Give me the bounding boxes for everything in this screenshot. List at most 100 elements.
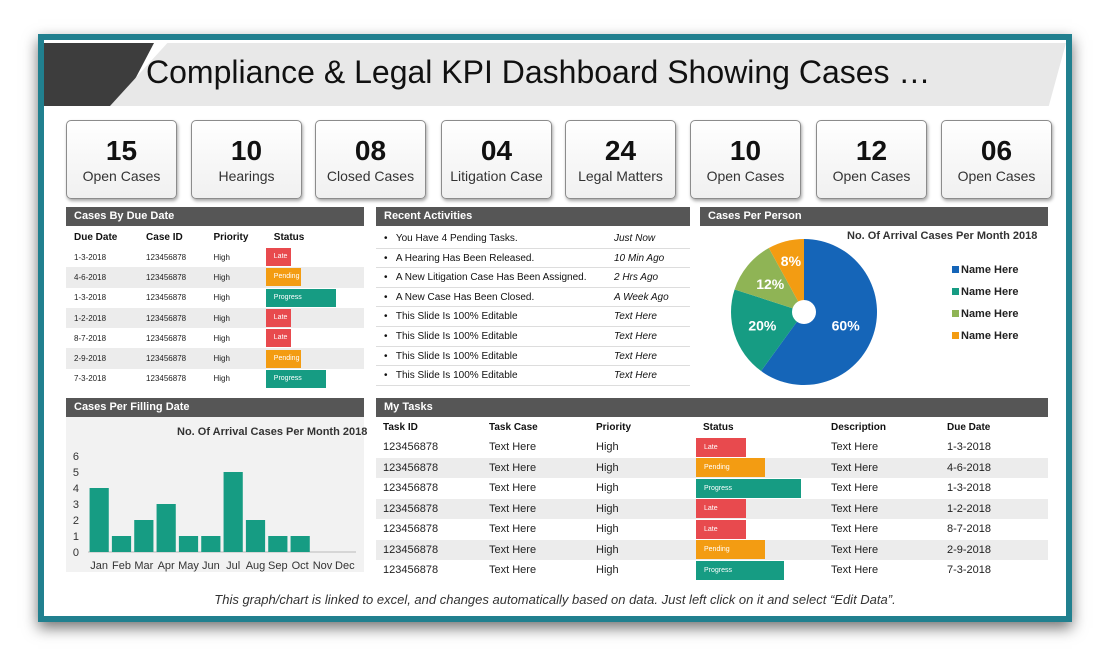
bar[interactable] <box>201 536 221 552</box>
status-cell: Late <box>696 498 824 519</box>
description-cell: Text Here <box>831 441 879 454</box>
due-date-cell: 4-6-2018 <box>66 267 139 288</box>
bar[interactable] <box>245 520 266 552</box>
list-item[interactable]: • This Slide Is 100% Editable Text Here <box>376 307 690 327</box>
kpi-card[interactable]: 10 Open Cases <box>690 120 801 199</box>
pie-slice[interactable] <box>761 239 877 385</box>
pie-slice-label: 60% <box>832 318 861 334</box>
activity-time: Text Here <box>614 370 657 382</box>
kpi-card[interactable]: 24 Legal Matters <box>565 120 676 199</box>
kpi-card[interactable]: 15 Open Cases <box>66 120 177 199</box>
kpi-label: Hearings <box>218 168 275 184</box>
pie-slice[interactable] <box>734 248 804 312</box>
priority-cell: High <box>205 348 266 369</box>
list-item[interactable]: • This Slide Is 100% Editable Text Here <box>376 347 690 367</box>
bar[interactable] <box>89 488 109 552</box>
status-cell: Pending <box>265 348 364 369</box>
legend-swatch <box>952 288 959 295</box>
description-cell: Text Here <box>831 482 879 495</box>
pie-chart-title: No. Of Arrival Cases Per Month 2018 <box>847 230 1038 242</box>
table-row[interactable]: 123456878 Text Here High Late Text Here 1-3-2… <box>376 437 1048 458</box>
table-row[interactable]: 8-7-2018 123456878 High Late <box>66 328 364 348</box>
activity-time: Text Here <box>614 311 657 323</box>
column-header: Status <box>273 231 305 243</box>
table-row[interactable]: 7-3-2018 123456878 High Progress <box>66 369 364 389</box>
pie-slice-label: 12% <box>756 276 785 292</box>
list-item[interactable]: • A Hearing Has Been Released. 10 Min Ago <box>376 249 690 269</box>
x-tick-label: Oct <box>292 560 309 572</box>
status-badge: Late <box>696 519 746 539</box>
list-item[interactable]: • You Have 4 Pending Tasks. Just Now <box>376 229 690 249</box>
x-tick-label: Aug <box>246 560 266 572</box>
activities-list: • You Have 4 Pending Tasks. Just Now • A H… <box>376 229 690 386</box>
tasks-table: Task ID Task Case Priority Status Descriptio… <box>376 417 1048 581</box>
status-badge: Late <box>696 437 746 457</box>
priority-cell: High <box>596 441 619 454</box>
legend-entry: Name Here <box>952 308 1018 320</box>
kpi-label: Legal Matters <box>578 168 663 184</box>
list-item[interactable]: • This Slide Is 100% Editable Text Here <box>376 366 690 386</box>
y-tick-label: 6 <box>73 451 79 463</box>
activity-time: A Week Ago <box>614 291 669 303</box>
x-tick-label: Dec <box>335 560 355 572</box>
task-id-cell: 123456878 <box>376 539 482 560</box>
bar[interactable] <box>178 536 199 552</box>
column-header: Task ID <box>383 421 418 433</box>
pie-slice[interactable] <box>731 289 804 372</box>
table-row[interactable]: 123456878 Text Here High Progress Text Here 7… <box>376 560 1048 581</box>
table-row[interactable]: 123456878 Text Here High Late Text Here 8-7-2… <box>376 519 1048 540</box>
bar[interactable] <box>223 472 243 552</box>
status-cell: Late <box>696 519 824 540</box>
case-id-cell: 123456878 <box>138 307 206 329</box>
x-tick-label: Jul <box>226 560 240 572</box>
case-id-cell: 123456878 <box>138 267 206 288</box>
kpi-label: Open Cases <box>706 168 785 184</box>
kpi-card[interactable]: 08 Closed Cases <box>315 120 426 199</box>
task-case-cell: Text Here <box>482 498 589 519</box>
pie-chart[interactable]: 60% 20% 12% 8% <box>724 232 884 392</box>
activity-text: • This Slide Is 100% Editable <box>384 350 518 362</box>
table-row[interactable]: 123456878 Text Here High Pending Text Here 2-… <box>376 539 1048 560</box>
task-id-cell: 123456878 <box>376 457 482 478</box>
legend-label: Name Here <box>961 264 1019 276</box>
table-row[interactable]: 4-6-2018 123456878 High Pending <box>66 267 364 288</box>
due-date-cell: 1-3-2018 <box>74 293 107 303</box>
status-badge: Progress <box>696 560 784 580</box>
dashboard-slide: Compliance & Legal KPI Dashboard Showing… <box>44 40 1066 616</box>
table-row[interactable]: 1-3-2018 123456878 High Late <box>66 247 364 267</box>
case-id-cell: 123456878 <box>146 252 187 262</box>
my-tasks-header: My Tasks <box>376 398 1048 417</box>
kpi-card[interactable]: 10 Hearings <box>191 120 302 199</box>
description-cell: Text Here <box>824 457 940 478</box>
case-id-cell: 123456878 <box>146 333 187 343</box>
column-header: Due Date <box>947 421 991 433</box>
kpi-label: Litigation Case <box>450 168 543 184</box>
table-row[interactable]: 123456878 Text Here High Progress Text Here 1… <box>376 478 1048 499</box>
table-row[interactable]: 123456878 Text Here High Late Text Here 1-2-2… <box>376 498 1048 519</box>
bar[interactable] <box>268 536 288 552</box>
bar[interactable] <box>290 536 310 552</box>
list-item[interactable]: • A New Case Has Been Closed. A Week Ago <box>376 288 690 308</box>
column-header: Case ID <box>146 231 183 243</box>
status-cell: Pending <box>696 539 824 560</box>
due-date-cell: 1-2-2018 <box>940 498 1048 519</box>
list-item[interactable]: • This Slide Is 100% Editable Text Here <box>376 327 690 347</box>
kpi-card[interactable]: 04 Litigation Case <box>441 120 552 199</box>
task-id-cell: 123456878 <box>383 482 439 495</box>
status-cell: Late <box>265 328 364 348</box>
bar[interactable] <box>111 536 132 552</box>
bar[interactable] <box>156 504 176 552</box>
pie-slice[interactable] <box>768 239 804 312</box>
y-tick-label: 4 <box>73 483 79 495</box>
table-row[interactable]: 1-2-2018 123456878 High Late <box>66 307 364 329</box>
kpi-card[interactable]: 12 Open Cases <box>816 120 927 199</box>
bar-chart[interactable]: 0 1 2 3 4 5 6 Jan Feb Mar Apr May Jun Jul Aug Sep Oct Nov… <box>66 440 364 575</box>
table-row[interactable]: 1-3-2018 123456878 High Progress <box>66 288 364 308</box>
bar[interactable] <box>134 520 154 552</box>
kpi-card[interactable]: 06 Open Cases <box>941 120 1052 199</box>
table-row[interactable]: 123456878 Text Here High Pending Text Here 4-… <box>376 457 1048 478</box>
kpi-value: 04 <box>480 135 513 166</box>
list-item[interactable]: • A New Litigation Case Has Been Assigne… <box>376 268 690 288</box>
kpi-label: Open Cases <box>957 168 1036 184</box>
table-row[interactable]: 2-9-2018 123456878 High Pending <box>66 348 364 369</box>
